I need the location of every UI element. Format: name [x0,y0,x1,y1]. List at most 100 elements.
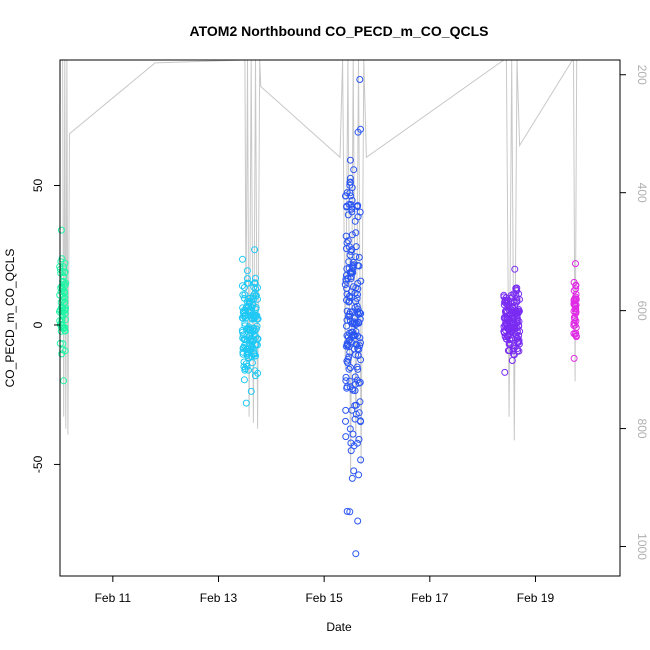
data-point [244,279,252,287]
data-point [57,298,65,306]
data-point [352,410,360,418]
data-point [58,316,66,324]
data-point [249,359,256,367]
data-point [347,288,355,296]
data-point [572,317,580,325]
data-point [243,303,251,311]
data-point [251,367,259,375]
y2-tick-label: 400 [635,183,649,203]
data-point [357,310,365,318]
data-point [357,356,365,364]
data-point [58,350,66,358]
data-point [571,330,579,338]
data-point [252,292,260,300]
data-point [242,399,250,407]
data-point [250,283,258,291]
data-points-layer [56,76,580,558]
data-point [570,319,578,327]
data-point [357,277,365,285]
data-point [346,156,354,164]
data-point [254,284,261,292]
data-point [246,325,254,333]
data-point [239,304,247,312]
data-point [354,517,362,525]
data-point [356,398,364,406]
data-point [348,333,355,341]
data-point [61,281,69,289]
data-point [343,202,351,210]
chart-title: ATOM2 Northbound CO_PECD_m_CO_QCLS [190,23,489,39]
pressure-trace-line [62,59,578,476]
data-point [511,265,519,273]
x-tick-label: Feb 17 [411,591,449,605]
data-point [353,320,361,328]
data-point [352,550,360,558]
pressure-trace-layer [62,59,578,476]
data-point [241,365,249,373]
data-point [245,299,253,307]
data-point [571,295,579,303]
data-point [503,309,511,317]
y2-tick-label: 1000 [635,533,649,560]
data-point [505,318,513,326]
data-point [355,471,363,479]
data-point [342,433,350,441]
data-point [241,322,249,330]
data-point [572,260,579,268]
data-point [348,196,356,204]
data-point [351,387,359,395]
data-point [352,328,360,335]
data-point [515,318,523,325]
y2-tick-label: 800 [635,419,649,439]
data-point [354,345,362,353]
data-point [346,174,354,182]
data-point [349,430,357,438]
data-point [241,319,249,327]
data-point [57,258,65,266]
data-point [352,298,360,305]
y2-tick-label: 600 [635,301,649,321]
data-point [57,226,65,234]
data-point [61,307,69,315]
data-point [341,281,349,289]
data-point [507,295,515,303]
data-point [251,372,259,380]
y-axis-label: CO_PECD_m_CO_QCLS [3,249,17,388]
data-point [240,294,248,302]
data-point [355,435,363,443]
data-point [351,373,359,381]
data-point [572,281,580,289]
data-point [357,456,365,464]
data-point [342,373,350,381]
x-tick-label: Feb 13 [200,591,238,605]
data-point [244,366,252,374]
data-point [356,334,364,342]
data-point [57,269,65,277]
data-point [239,255,246,263]
data-point [570,354,578,362]
data-point [353,439,361,447]
data-point [355,318,362,326]
data-point [243,267,251,275]
data-point [238,282,246,290]
x-tick-label: Feb 19 [517,591,555,605]
y-tick-label: 50 [31,179,45,193]
data-point [240,363,248,371]
data-point [345,365,353,373]
data-point [251,279,259,287]
data-point [251,331,259,339]
data-point [352,253,360,261]
data-point [572,332,580,340]
data-point [352,284,360,292]
data-point [347,439,355,447]
data-point [348,320,356,328]
data-point [572,305,580,313]
data-point [348,208,356,216]
data-point [511,331,519,339]
data-point [349,262,357,270]
data-point [61,268,69,276]
data-point [243,349,251,357]
data-point [355,253,363,261]
data-point [348,205,356,213]
